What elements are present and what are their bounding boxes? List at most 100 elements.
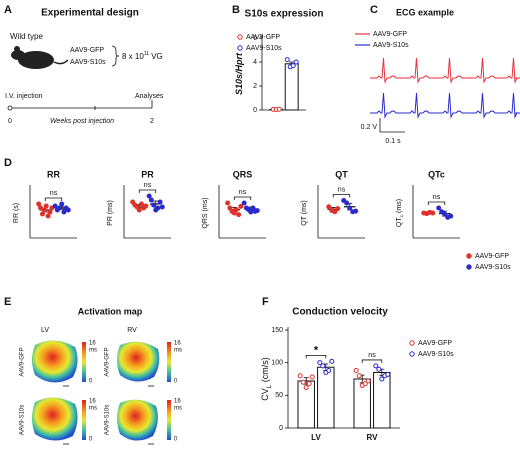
panel-label: C (370, 4, 378, 16)
brace (111, 45, 120, 67)
data-point (65, 207, 71, 213)
y-axis-label: PR (ms) (107, 200, 114, 226)
significance-bracket (332, 194, 351, 198)
panel-title: Activation map (78, 306, 143, 316)
row-label: AAV9-S10s (105, 405, 111, 436)
label-part: QT (396, 217, 403, 227)
data-point (436, 205, 442, 211)
colorbar-min: 0 (174, 437, 178, 443)
legend-label: AAV9-S10s (246, 45, 282, 52)
data-point (151, 202, 157, 208)
timeline-axis-label: Weeks post injection (50, 118, 114, 125)
label-part: (ms) (396, 199, 403, 215)
label-part: QRS (ms) (202, 197, 209, 228)
colorbar (82, 342, 86, 382)
row-label: AAV9-S10s (20, 405, 26, 436)
panel-label: A (4, 4, 12, 16)
scale-label: 0.1 s (385, 138, 401, 145)
activation-map (32, 397, 78, 441)
data-point (248, 209, 254, 215)
label-part: c (400, 214, 405, 217)
activation-map (32, 340, 78, 383)
colorbar-unit: ms (89, 348, 97, 354)
legend-label: AAV9-S10s (418, 351, 454, 358)
mouse-label: Wild type (10, 32, 43, 41)
y-tick-label: 0 (253, 107, 257, 114)
data-point (276, 106, 282, 112)
panel-a: Experimental design Wild type AAV9-GFP A… (5, 8, 164, 125)
data-point (332, 209, 338, 215)
data-point (45, 213, 51, 219)
panel-e: Activation map LV RV AAV9-GFP AAV9-S10s … (20, 306, 182, 445)
ecg-trace (370, 57, 520, 84)
data-point (362, 381, 368, 387)
data-point (430, 210, 436, 216)
y-tick-label: 100 (271, 360, 283, 367)
label-part: RR (s) (13, 203, 20, 223)
dose: 8 x 1011 VG (122, 51, 163, 61)
data-point (238, 203, 244, 209)
data-point (146, 193, 152, 199)
timeline-tick-label: 0 (8, 118, 12, 125)
legend-marker (409, 351, 415, 357)
significance-label: ns (239, 189, 247, 196)
legend-label: AAV9-S10s (475, 264, 511, 271)
data-point (225, 200, 231, 206)
group-label: AAV9-GFP (70, 47, 104, 54)
colorbar-unit: ms (174, 406, 182, 412)
data-point (376, 366, 382, 372)
data-point (353, 368, 359, 374)
significance-label: ns (368, 352, 376, 359)
data-point (326, 368, 332, 374)
colorbars: 16 ms 0 16 ms 0 16 ms 0 16 ms 0 (82, 341, 182, 443)
data-point (148, 197, 154, 203)
label-part: CV (260, 388, 270, 401)
data-point (38, 205, 44, 211)
data-point (365, 378, 371, 384)
data-point (448, 213, 454, 219)
chart-title: QTc (428, 169, 445, 179)
data-point (43, 203, 49, 209)
panel-label: E (4, 296, 11, 308)
data-point (39, 211, 45, 217)
legend-label: AAV9-GFP (418, 340, 452, 347)
data-point (379, 376, 385, 382)
data-point (159, 204, 165, 210)
significance-bracket (44, 197, 63, 201)
label-part: (cm/s) (260, 357, 270, 385)
data-point (326, 204, 332, 210)
significance-bracket (361, 359, 383, 363)
group-label: AAV9-S10s (70, 59, 106, 66)
data-point (157, 199, 163, 205)
colorbar-unit: ms (89, 406, 97, 412)
activation-map (117, 341, 160, 382)
panel-c: ECG example AAV9-GFP AAV9-S10s 0.2 V 0.1… (355, 7, 520, 145)
significance-label: ns (338, 186, 346, 193)
y-tick-label: 50 (275, 392, 283, 399)
data-point (231, 210, 237, 216)
data-point (36, 201, 42, 207)
y-tick-label: 4 (253, 59, 257, 66)
column-label: LV (41, 327, 49, 334)
y-axis-label: QRS (ms) (202, 197, 209, 228)
significance-label: ns (433, 194, 441, 201)
colorbar-max: 16 (89, 341, 96, 347)
x-tick-label: RV (367, 433, 379, 442)
data-point (347, 205, 353, 211)
data-point (59, 201, 65, 207)
bar (317, 366, 335, 429)
colorbar-min: 0 (89, 437, 93, 443)
panel-label: B (232, 4, 240, 16)
legend-label: AAV9-GFP (246, 34, 280, 41)
panel-label: F (262, 296, 269, 308)
data-point (143, 203, 149, 209)
colorbar-max: 16 (174, 341, 181, 347)
data-point (385, 371, 391, 377)
activation-map (117, 399, 158, 441)
data-point (227, 205, 233, 211)
y-axis-label: RR (s) (13, 203, 20, 223)
data-point (155, 205, 161, 211)
dose-base: 8 x 10 (122, 52, 144, 61)
y-tick-label: 150 (271, 327, 283, 334)
mouse-icon (11, 46, 69, 69)
